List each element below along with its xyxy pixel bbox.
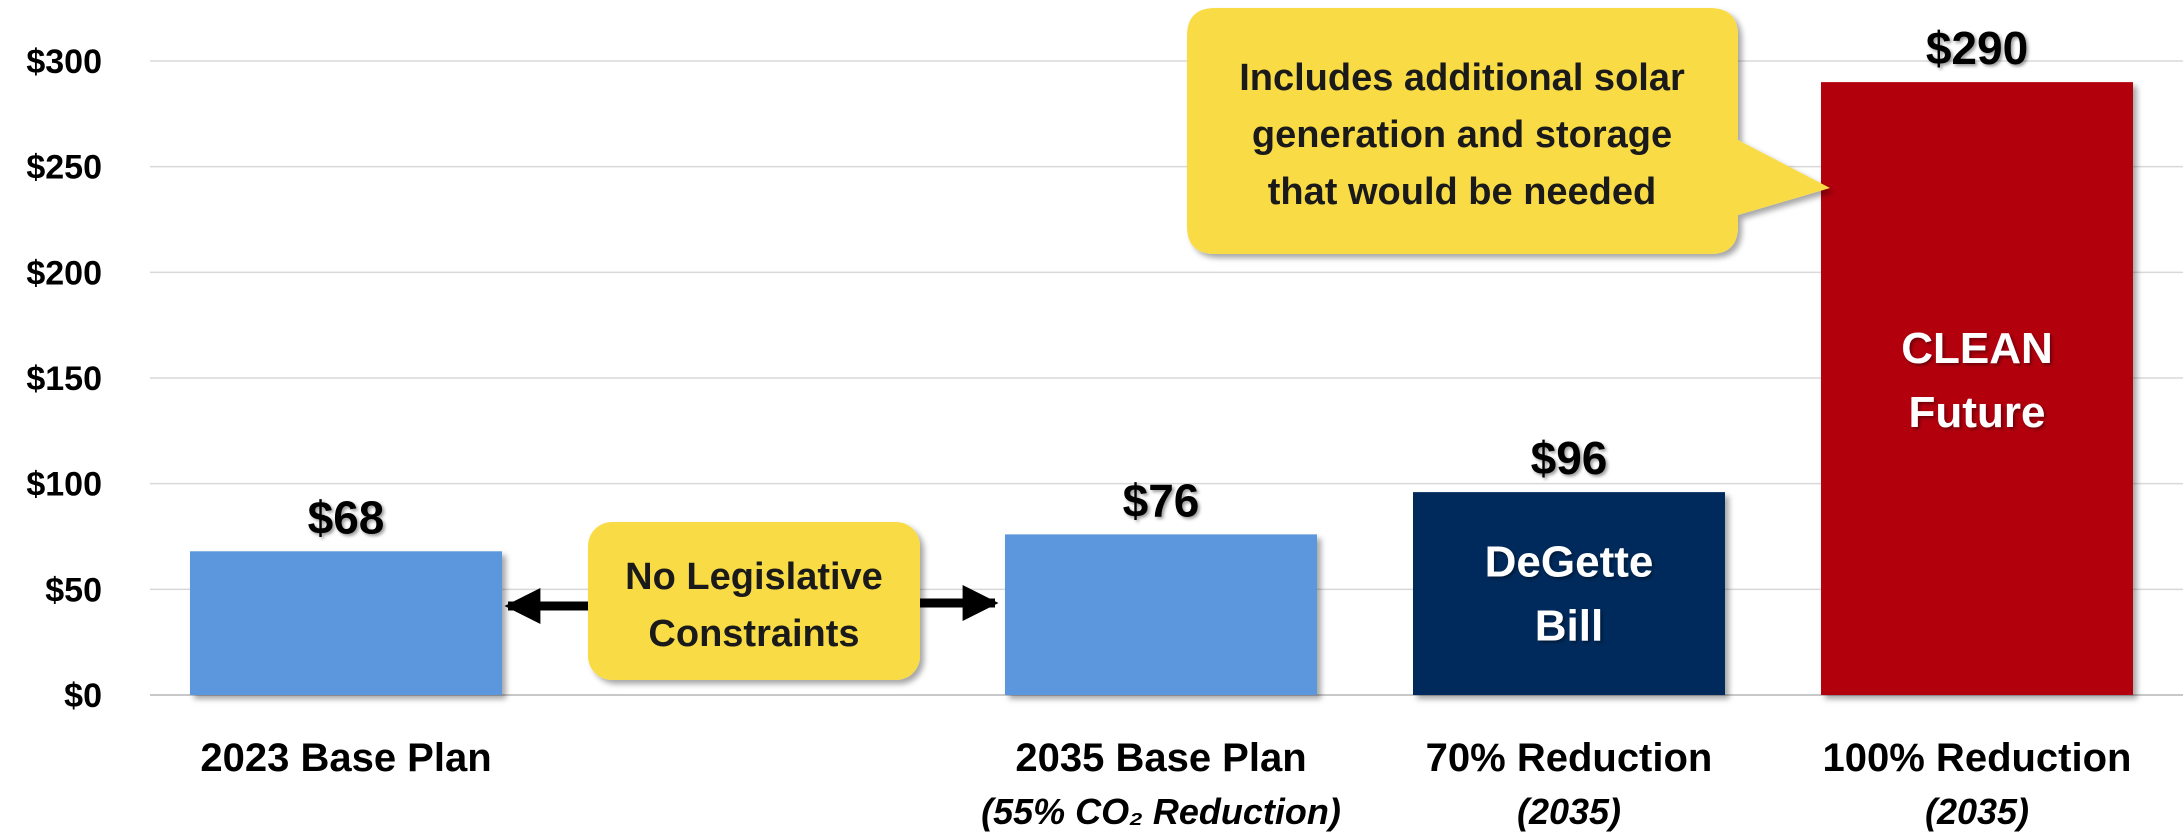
callout-text: generation and storage [1252, 114, 1672, 156]
x-tick-sublabel: (55% CO₂ Reduction) [981, 791, 1341, 832]
y-tick-label: $150 [26, 360, 102, 398]
bar [1413, 492, 1725, 695]
bars: DeGette Bill CLEAN Future [190, 82, 2133, 696]
x-axis: 2023 Base Plan 2035 Base Plan (55% CO₂ Red… [200, 736, 2131, 832]
callout-text: Includes additional solar [1239, 57, 1685, 99]
bar-inner-label: Bill [1535, 602, 1603, 651]
callout-text: Constraints [648, 613, 859, 655]
bar [1005, 534, 1317, 695]
callout-box [588, 522, 920, 680]
bar [1821, 82, 2133, 696]
bar-inner-label: DeGette [1485, 538, 1654, 587]
x-tick-label: 100% Reduction [1823, 736, 2132, 780]
y-axis: $0 $50 $100 $150 $200 $250 $300 [26, 43, 102, 715]
data-label: $96 [1531, 432, 1608, 484]
x-tick-sublabel: (2035) [1925, 791, 2029, 832]
speech-bubble-callout [1187, 8, 1830, 254]
y-tick-label: $200 [26, 254, 102, 292]
y-tick-label: $0 [64, 677, 102, 715]
data-label: $76 [1123, 474, 1200, 526]
x-tick-label: 70% Reduction [1426, 736, 1713, 780]
x-tick-sublabel: (2035) [1517, 791, 1621, 832]
y-tick-label: $300 [26, 43, 102, 81]
y-tick-label: $100 [26, 466, 102, 504]
value-labels: $68 $76 $96 $290 [308, 22, 2029, 543]
y-tick-label: $50 [45, 571, 102, 609]
callout-text: No Legislative [625, 556, 883, 598]
y-tick-label: $250 [26, 149, 102, 187]
callout-text: that would be needed [1268, 171, 1656, 213]
data-label: $290 [1926, 22, 2028, 74]
bar-inner-label: Future [1909, 388, 2046, 437]
annotations: No Legislative Constraints Includes additi… [504, 8, 1830, 680]
x-tick-label: 2035 Base Plan [1015, 736, 1306, 780]
x-tick-label: 2023 Base Plan [200, 736, 491, 780]
data-label: $68 [308, 491, 385, 543]
bar-inner-label: CLEAN [1901, 324, 2053, 373]
bar [190, 551, 502, 695]
